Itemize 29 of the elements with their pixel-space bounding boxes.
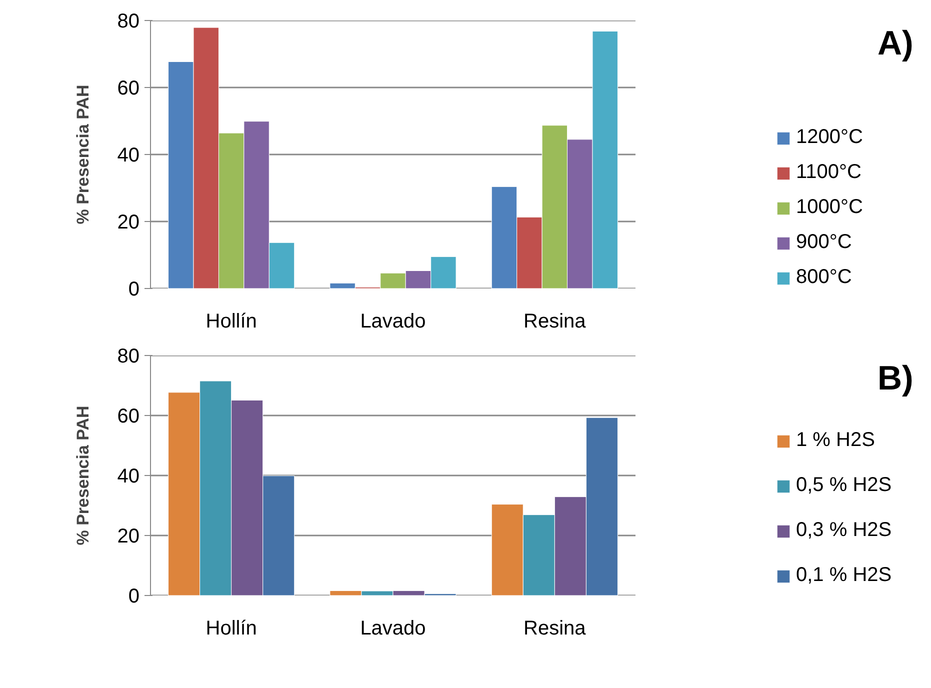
y-tick-label: 40 — [117, 144, 140, 166]
legend-label: 0,3 % H2S — [796, 519, 892, 542]
legend-label: 0,5 % H2S — [796, 474, 892, 497]
x-tick-label: Lavado — [360, 618, 426, 640]
x-tick-label: Lavado — [360, 310, 426, 332]
legend-label: 1 % H2S — [796, 429, 875, 452]
y-tick-label: 40 — [117, 466, 140, 488]
y-tick-label: 60 — [117, 406, 140, 428]
x-tick-label: Hollín — [206, 618, 257, 640]
y-tick-label: 0 — [128, 586, 140, 608]
x-tick-label: Resina — [524, 618, 587, 640]
x-tick-label: Resina — [524, 310, 587, 332]
legend-label: 0,1 % H2S — [796, 564, 892, 587]
legend-label: 900°C — [796, 231, 852, 254]
legend-label: 800°C — [796, 266, 852, 289]
x-tick-label: Hollín — [206, 310, 257, 332]
legend-label: 1000°C — [796, 196, 863, 219]
text: A) — [878, 24, 914, 62]
legend-label: 1100°C — [796, 161, 862, 184]
text: B) — [878, 360, 914, 398]
y-tick-label: 80 — [117, 10, 140, 32]
y-axis-title: % Presencia PAH — [73, 406, 92, 546]
y-axis-title: % Presencia PAH — [73, 84, 92, 224]
y-tick-label: 0 — [128, 278, 140, 300]
y-tick-label: 20 — [117, 526, 140, 548]
y-tick-label: 80 — [117, 346, 140, 368]
y-tick-label: 60 — [117, 78, 140, 100]
legend-label: 1200°C — [796, 126, 863, 149]
y-tick-label: 20 — [117, 212, 140, 234]
